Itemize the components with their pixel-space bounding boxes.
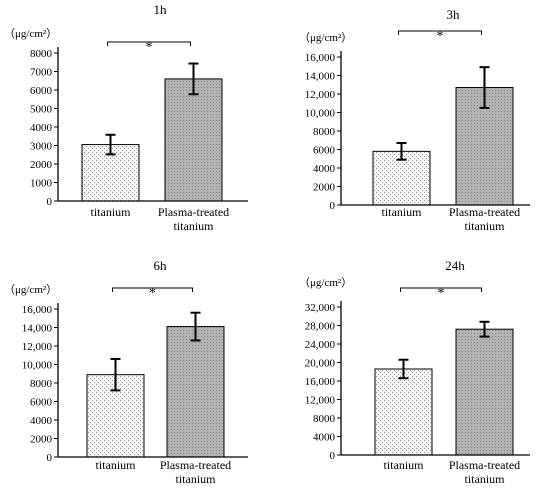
y-tick-label: 28,000 — [305, 321, 336, 333]
bars — [372, 87, 514, 206]
x-category-label: titanium — [465, 219, 506, 233]
bars — [86, 326, 225, 458]
error-bars — [398, 320, 490, 380]
chart-panel-6h: 6h （μg/cm²） 0 2000 4000 6000 8000 10,000 12,00… — [4, 258, 248, 486]
chart-title: 24h — [445, 258, 465, 273]
y-tick-label: 2000 — [30, 434, 53, 446]
y-axis: 0 4000 8000 12,000 16,000 20,000 24,000 28,000 3… — [305, 301, 342, 462]
y-tick-label: 32,000 — [305, 302, 336, 314]
y-tick-label: 10,000 — [22, 360, 53, 372]
y-tick-label: 1000 — [30, 178, 53, 190]
y-tick-label: 4000 — [30, 415, 53, 427]
bar-plasma-treated-titanium — [455, 328, 514, 456]
bar-plasma-treated-titanium — [164, 78, 223, 202]
x-category-label: titanium — [96, 458, 137, 472]
y-tick-label: 8000 — [313, 413, 336, 425]
y-tick-label: 2000 — [30, 159, 53, 171]
y-tick-label: 8000 — [30, 48, 53, 60]
y-tick-label: 8000 — [313, 126, 336, 138]
x-category-label: titanium — [382, 205, 423, 219]
y-tick-label: 0 — [330, 450, 336, 462]
significance-star: * — [438, 286, 445, 301]
y-tick-label: 4000 — [30, 122, 53, 134]
x-category-label: titanium — [465, 472, 506, 486]
chart-panel-24h: 24h （μg/cm²） 0 4000 8000 12,000 16,000 20,000… — [299, 258, 530, 486]
significance-bracket: * — [112, 286, 193, 301]
y-axis: 0 2000 4000 6000 8000 10,000 12,000 14,000 16,00… — [22, 303, 59, 464]
y-tick-label: 4000 — [313, 163, 336, 175]
chart-panel-1h: 1h （μg/cm²） 0 1000 2000 3000 4000 5000 6000 700… — [4, 2, 248, 233]
y-tick-label: 16,000 — [305, 376, 336, 388]
significance-star: * — [146, 40, 153, 55]
x-category-label: Plasma-treated — [160, 458, 231, 472]
chart-title: 6h — [154, 258, 168, 273]
x-category-label: titanium — [91, 205, 132, 219]
significance-bracket: * — [400, 286, 482, 301]
significance-line — [107, 41, 191, 46]
x-category-label: titanium — [174, 219, 215, 233]
bar-titanium — [374, 368, 433, 456]
y-tick-label: 14,000 — [22, 323, 53, 335]
y-tick-label: 0 — [47, 196, 53, 208]
y-tick-label: 16,000 — [305, 52, 336, 64]
y-axis: 0 1000 2000 3000 4000 5000 6000 7000 8000 — [30, 47, 59, 208]
y-tick-label: 6000 — [30, 85, 53, 97]
y-axis-label: （μg/cm²） — [4, 27, 57, 40]
y-tick-label: 0 — [330, 200, 336, 212]
error-bars — [396, 66, 490, 161]
x-category-label: titanium — [176, 472, 217, 486]
y-tick-label: 10,000 — [305, 108, 336, 120]
y-axis-label: （μg/cm²） — [299, 31, 352, 44]
y-tick-label: 3000 — [30, 141, 53, 153]
chart-title: 3h — [447, 7, 461, 22]
y-tick-label: 0 — [47, 452, 53, 464]
bars — [81, 78, 223, 202]
y-tick-label: 2000 — [313, 182, 336, 194]
y-tick-label: 6000 — [30, 397, 53, 409]
significance-line — [400, 287, 482, 292]
y-tick-label: 8000 — [30, 378, 53, 390]
significance-bracket: * — [107, 40, 191, 55]
y-tick-label: 6000 — [313, 145, 336, 157]
y-tick-label: 7000 — [30, 67, 53, 79]
chart-title: 1h — [154, 2, 168, 17]
y-tick-label: 12,000 — [22, 341, 53, 353]
y-tick-label: 20,000 — [305, 358, 336, 370]
x-category-label: titanium — [384, 458, 425, 472]
y-tick-label: 24,000 — [305, 339, 336, 351]
y-axis-label: （μg/cm²） — [299, 276, 352, 289]
significance-bracket: * — [398, 29, 482, 44]
y-axis-label: （μg/cm²） — [4, 283, 57, 296]
y-tick-label: 16,000 — [22, 304, 53, 316]
bar-plasma-treated-titanium — [166, 326, 225, 458]
x-category-label: Plasma-treated — [449, 458, 520, 472]
significance-star: * — [437, 29, 444, 44]
y-tick-label: 14,000 — [305, 71, 336, 83]
bars — [374, 328, 514, 456]
y-axis: 0 2000 4000 6000 8000 10,000 12,000 14,000 16,00… — [305, 51, 342, 212]
chart-panel-3h: 3h （μg/cm²） 0 2000 4000 6000 8000 10,000 12,00… — [299, 7, 530, 233]
significance-line — [398, 30, 482, 35]
y-tick-label: 4000 — [313, 432, 336, 444]
x-category-label: Plasma-treated — [449, 205, 520, 219]
error-bars — [105, 62, 199, 156]
y-tick-label: 12,000 — [305, 395, 336, 407]
error-bars — [110, 311, 201, 392]
y-tick-label: 12,000 — [305, 89, 336, 101]
y-tick-label: 5000 — [30, 104, 53, 116]
significance-star: * — [149, 286, 156, 301]
x-category-label: Plasma-treated — [158, 205, 229, 219]
significance-line — [112, 287, 193, 292]
